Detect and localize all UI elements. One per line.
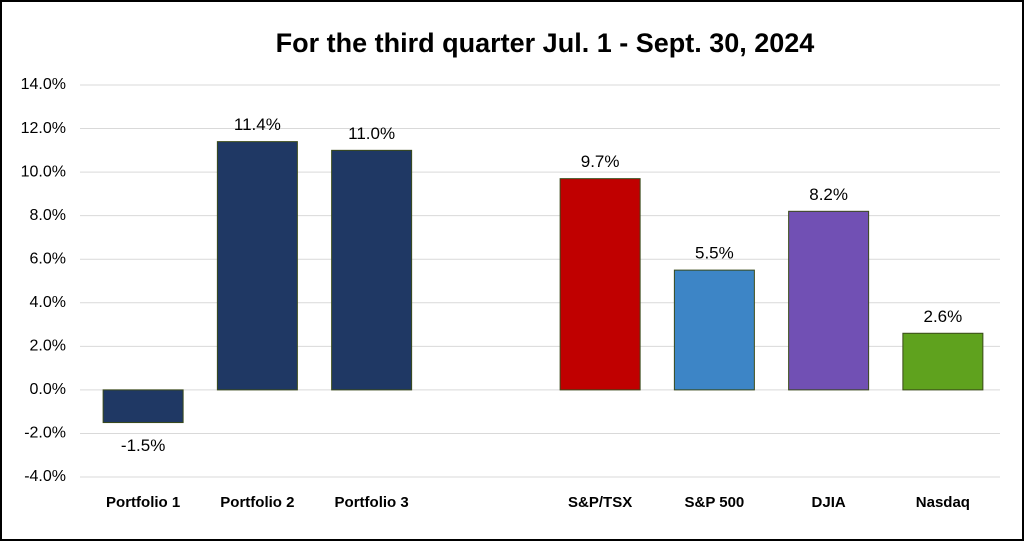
y-tick-label: 2.0%: [30, 338, 66, 355]
y-tick-label: 0.0%: [30, 381, 66, 398]
x-tick-label: Portfolio 1: [106, 494, 180, 511]
bar: [673, 269, 755, 391]
bar: [559, 178, 641, 391]
y-tick-label: 4.0%: [30, 294, 66, 311]
value-label: 5.5%: [695, 244, 734, 263]
value-label: 9.7%: [581, 152, 620, 171]
bar: [102, 389, 184, 424]
y-tick-label: -4.0%: [24, 468, 66, 485]
bar: [788, 210, 870, 391]
value-label: 11.4%: [234, 115, 281, 134]
value-label: -1.5%: [121, 436, 165, 455]
x-tick-label: S&P 500: [684, 494, 744, 511]
bar: [216, 141, 298, 391]
value-label: 2.6%: [924, 307, 963, 326]
y-tick-label: 14.0%: [21, 76, 66, 93]
x-tick-label: DJIA: [812, 494, 846, 511]
bar: [902, 332, 984, 391]
bar: [331, 149, 413, 391]
x-tick-label: Nasdaq: [916, 494, 970, 511]
y-tick-label: 10.0%: [21, 163, 66, 180]
x-tick-label: S&P/TSX: [568, 494, 632, 511]
value-label: 11.0%: [348, 124, 395, 143]
y-tick-label: -2.0%: [24, 425, 66, 442]
x-tick-label: Portfolio 3: [335, 494, 409, 511]
y-tick-label: 6.0%: [30, 250, 66, 267]
x-tick-label: Portfolio 2: [220, 494, 294, 511]
chart-title: For the third quarter Jul. 1 - Sept. 30,…: [276, 28, 815, 58]
y-tick-label: 8.0%: [30, 207, 66, 224]
y-tick-label: 12.0%: [21, 120, 66, 137]
value-label: 8.2%: [809, 185, 848, 204]
